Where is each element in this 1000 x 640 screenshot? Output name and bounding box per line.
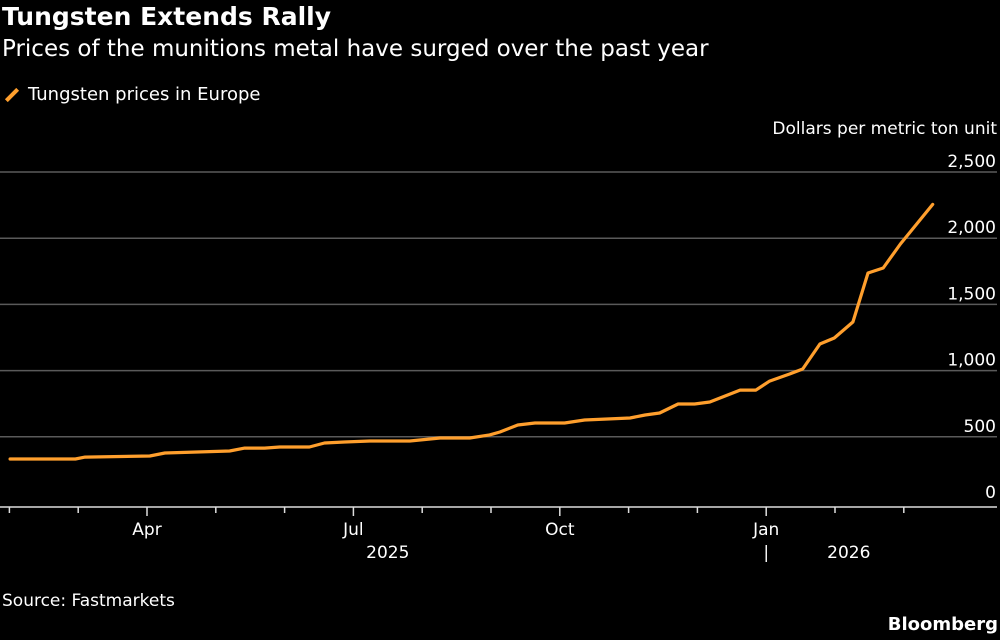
year-label: 2026 bbox=[827, 543, 870, 563]
x-tick-label: Oct bbox=[545, 520, 575, 540]
y-axis-label: Dollars per metric ton unit bbox=[772, 119, 997, 139]
y-tick-label: 0 bbox=[985, 483, 996, 503]
series-line bbox=[8, 202, 935, 461]
bloomberg-logo: Bloomberg bbox=[887, 614, 998, 635]
legend-label: Tungsten prices in Europe bbox=[28, 84, 261, 105]
source-note: Source: Fastmarkets bbox=[2, 591, 175, 611]
x-tick-label: Jan bbox=[752, 520, 779, 540]
year-label: 2025 bbox=[366, 543, 409, 563]
y-tick-label: 2,000 bbox=[947, 218, 996, 238]
chart-title: Tungsten Extends Rally bbox=[2, 2, 332, 31]
y-tick-label: 1,500 bbox=[947, 284, 996, 304]
legend: Tungsten prices in Europe bbox=[4, 84, 260, 105]
x-tick-label: Apr bbox=[132, 520, 161, 540]
y-tick-label: 2,500 bbox=[947, 152, 996, 172]
x-tick-label: Jul bbox=[342, 520, 364, 540]
year-separator: | bbox=[763, 543, 769, 563]
chart-subtitle: Prices of the munitions metal have surge… bbox=[2, 36, 709, 62]
y-tick-label: 500 bbox=[964, 417, 996, 437]
y-tick-label: 1,000 bbox=[947, 351, 996, 371]
